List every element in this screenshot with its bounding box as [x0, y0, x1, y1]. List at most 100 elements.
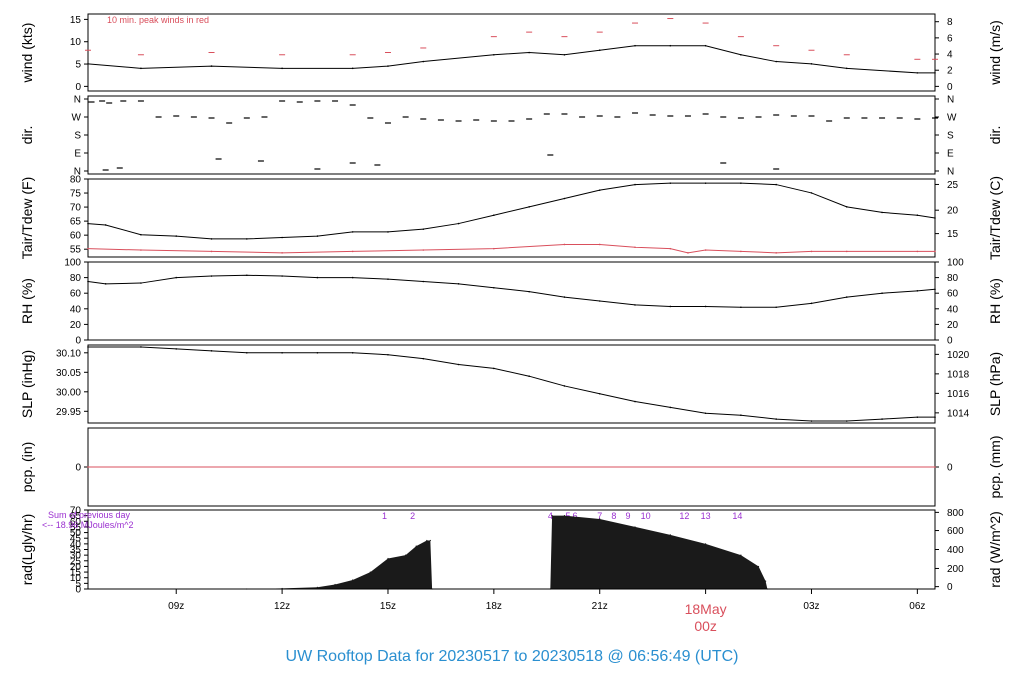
ylabel-right: RH (%) [987, 278, 1003, 324]
data-point [740, 250, 742, 253]
data-point [210, 275, 213, 277]
series-line [87, 274, 936, 308]
xtick-label: 03z [803, 601, 819, 612]
series-line [87, 45, 935, 74]
ytick-left-label: 70 [70, 506, 82, 517]
data-point [740, 414, 742, 417]
ytick-left-label: N [74, 95, 81, 106]
data-point [916, 72, 919, 74]
data-point [740, 306, 742, 309]
data-point [281, 67, 283, 70]
ylabel-right: dir. [987, 126, 1003, 145]
data-point [87, 346, 89, 348]
panel-frame [87, 344, 936, 424]
series-dir-0 [88, 100, 938, 171]
ytick-left-label: 0 [75, 82, 81, 93]
data-point [351, 250, 354, 253]
ytick-left-label: 55 [70, 522, 82, 533]
ytick-left-label: 40 [70, 304, 82, 315]
data-point [140, 249, 142, 251]
data-point [422, 280, 425, 283]
data-point [704, 412, 707, 415]
xtick-label: 09z [168, 601, 184, 612]
ytick-left-label: 75 [70, 189, 82, 200]
data-point [281, 252, 283, 254]
ytick-left-label: 65 [70, 217, 82, 228]
rad-area [246, 515, 768, 589]
data-point [916, 250, 919, 253]
ytick-left-label: 30.00 [56, 387, 81, 398]
ytick-left-label: 60 [70, 231, 82, 242]
data-point [140, 282, 142, 284]
ytick-right-label: 40 [947, 304, 959, 315]
data-point [669, 406, 672, 409]
chart-title: UW Rooftop Data for 20230517 to 20230518… [285, 648, 739, 665]
ytick-left-label: 80 [70, 273, 82, 284]
panel-rh: 0 20 40 60 80 100 0 20 40 60 80 100 RH (%) RH (%) [19, 258, 1003, 347]
data-point [775, 60, 777, 63]
data-point [175, 348, 178, 350]
ytick-left-label: 30 [70, 551, 82, 562]
panel-frame [87, 178, 936, 258]
ytick-right-label: 1020 [947, 350, 970, 361]
data-point [334, 583, 336, 586]
data-point [387, 231, 389, 233]
data-point [493, 286, 495, 289]
ytick-left-label: 5 [75, 60, 81, 71]
rad-annotation-line: Sum of previous day [48, 510, 131, 520]
ylabel-left: Tair/Tdew (F) [19, 177, 35, 259]
data-point [934, 250, 936, 253]
data-point [775, 252, 777, 254]
data-point [916, 214, 919, 217]
data-point [210, 65, 213, 67]
rad-hour-mark: 4 [548, 511, 553, 521]
rad-hour-mark: 2 [410, 511, 415, 521]
ylabel-right: Tair/Tdew (C) [987, 176, 1003, 260]
data-point [916, 416, 919, 418]
xtick-label: 12z [274, 601, 290, 612]
ytick-left-label: 10 [70, 37, 82, 48]
ylabel-right: wind (m/s) [987, 20, 1003, 86]
ylabel-right: rad (W/m^2) [987, 511, 1003, 588]
series-wind-1 [85, 18, 938, 60]
data-point [351, 67, 354, 70]
data-point [175, 276, 178, 279]
data-point [457, 222, 460, 225]
data-point [210, 350, 213, 352]
data-point [598, 243, 601, 246]
data-point [563, 385, 566, 387]
rad-annotation-line: <-- 18.96 MJoules/m^2 [42, 520, 134, 530]
data-point [563, 53, 566, 56]
xtick-label: 18z [486, 601, 502, 612]
data-point [810, 302, 813, 305]
data-point [316, 235, 319, 237]
data-point [422, 60, 425, 63]
rad-hour-mark: 6 [573, 511, 578, 521]
rad-hour-mark: 9 [625, 511, 630, 521]
data-point [845, 420, 848, 422]
data-point [351, 352, 354, 354]
ytick-right-label: 1018 [947, 369, 970, 380]
ytick-right-label: 200 [947, 564, 964, 575]
data-point [934, 72, 936, 74]
data-point [352, 579, 354, 581]
xtick-label: 06z [909, 601, 925, 612]
panel-pcp: 0 0 pcp. (in) pcp. (mm) [19, 427, 1003, 507]
ytick-left-label: S [74, 131, 81, 142]
data-point [528, 206, 530, 208]
data-point [493, 214, 495, 217]
ytick-left-label: 100 [64, 258, 81, 269]
data-point [634, 44, 636, 47]
panel-slp: 29.95 30.00 30.05 30.10 1014 1016 1018 1020 SLP … [19, 344, 1003, 424]
data-point [316, 352, 319, 354]
data-point [422, 357, 425, 360]
ytick-left-label: 25 [70, 556, 82, 567]
ytick-right-label: 6 [947, 33, 953, 44]
data-point [598, 49, 601, 52]
data-point [493, 367, 495, 370]
data-point [669, 44, 672, 47]
ytick-left-label: 45 [70, 534, 82, 545]
ytick-right-label: 15 [947, 229, 959, 240]
